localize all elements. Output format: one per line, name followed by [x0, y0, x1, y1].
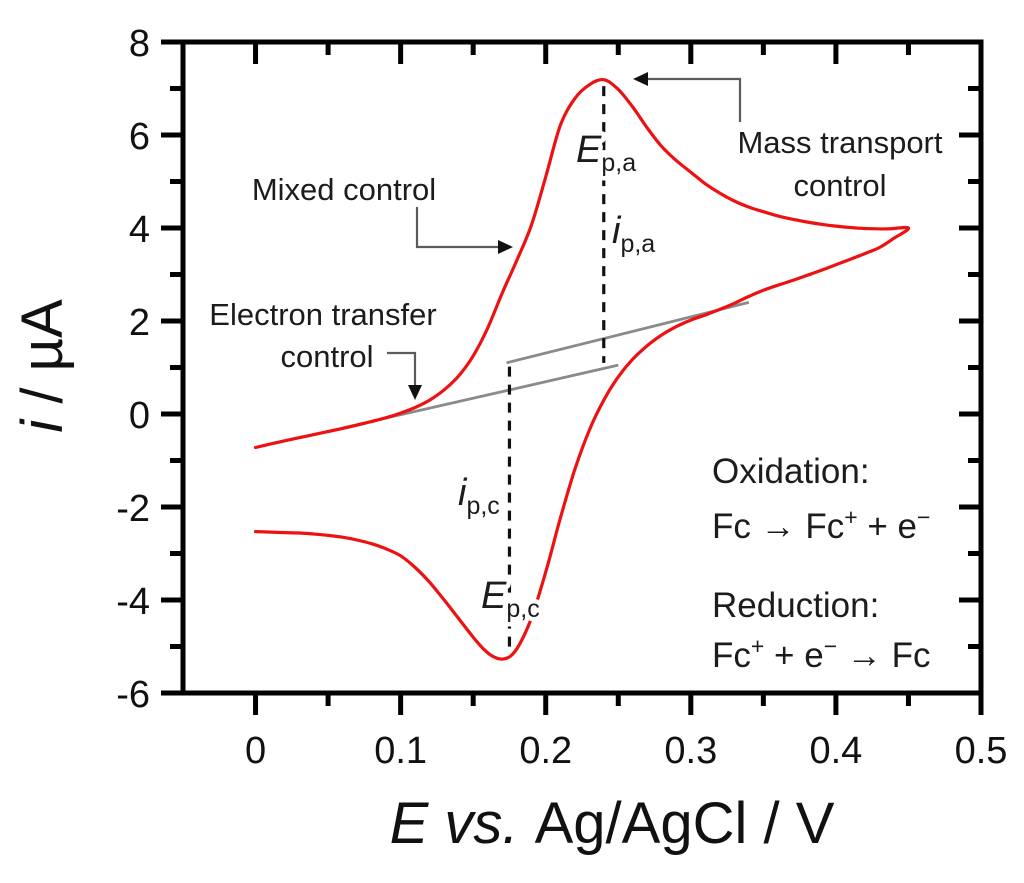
reduction-title: Reduction: [712, 586, 879, 625]
x-tick-label: 0.1 [374, 730, 427, 772]
y-tick-label: 6 [129, 116, 150, 158]
x-tick-label: 0.4 [809, 730, 862, 772]
oxidation-equation: Fc → Fc+ + e− [712, 504, 930, 546]
y-tick-label: -4 [116, 581, 150, 623]
y-tick-label: -2 [116, 488, 150, 530]
x-tick-label: 0.5 [955, 730, 1008, 772]
x-axis-label: E vs. Ag/AgCl / V [390, 791, 835, 856]
electron-transfer-arrow-head-icon [408, 385, 422, 400]
y-tick-label: 8 [129, 23, 150, 65]
y-tick-label: 4 [129, 209, 150, 251]
label-ipa: ip,a [612, 210, 655, 258]
reduction-equation: Fc+ + e− → Fc [712, 633, 930, 675]
cv-trace [253, 77, 911, 661]
mass-transport-control-label: Mass transport [737, 125, 942, 160]
label-Epc: Ep,c [481, 575, 540, 623]
mixed-control-arrow-head-icon [498, 240, 513, 254]
electron-transfer-arrow-line [387, 351, 417, 386]
x-tick-label: 0.3 [664, 730, 717, 772]
mass-transport-arrow-head-icon [633, 72, 648, 86]
y-tick-label: 2 [129, 302, 150, 344]
x-tick-label: 0.2 [519, 730, 572, 772]
oxidation-title: Oxidation: [712, 452, 870, 491]
electron-transfer-control-label: control [280, 339, 373, 374]
mass-transport-arrow-line [648, 77, 742, 122]
y-axis-label: i / µA [10, 299, 75, 433]
label-Epa: Ep,a [576, 129, 636, 177]
electron-transfer-control-label: Electron transfer [209, 297, 436, 332]
y-tick-label: -6 [116, 674, 150, 716]
y-tick-label: 0 [129, 395, 150, 437]
x-tick-label: 0 [245, 730, 266, 772]
mixed-control-arrow-line [415, 207, 499, 249]
mass-transport-control-label: control [793, 168, 886, 203]
mixed-control-label: Mixed control [252, 172, 436, 207]
